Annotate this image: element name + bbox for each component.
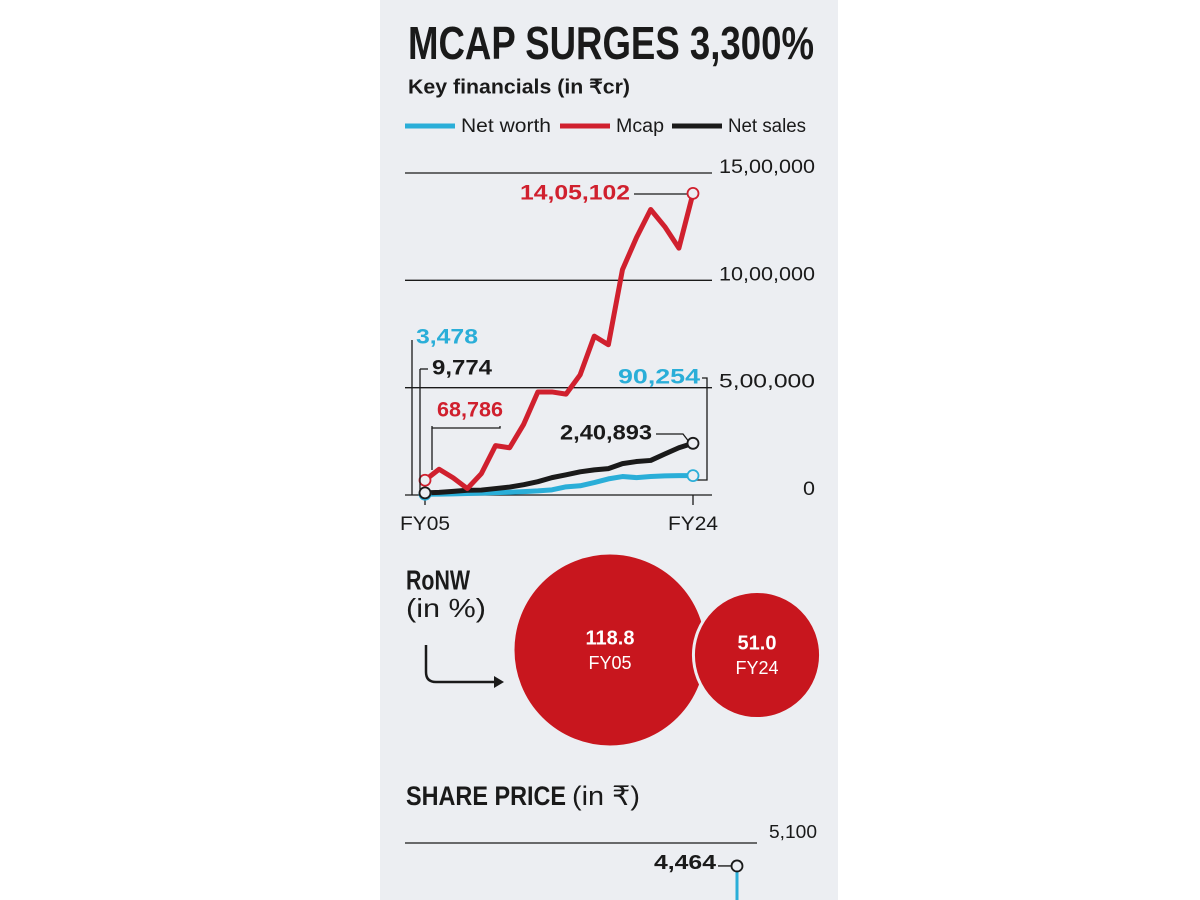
y-tick-label: 5,100 [769, 822, 817, 842]
legend-label: Net worth [461, 116, 551, 137]
chart-subtitle: Key financials (in ₹cr) [408, 76, 630, 98]
leader-line [693, 377, 708, 481]
legend-label: Net sales [728, 116, 806, 137]
bubble-title: RoNW [406, 564, 470, 595]
leader-line [431, 426, 501, 429]
arrow-head [494, 676, 504, 688]
y-tick-label: 10,00,000 [719, 264, 815, 285]
data-label: 4,464 [654, 852, 717, 874]
data-label: 14,05,102 [520, 182, 630, 205]
y-tick-label: 0 [803, 479, 815, 500]
series-line [424, 440, 694, 496]
bubble-category: FY05 [588, 653, 631, 673]
panel [380, 0, 838, 900]
bubble-value: 51.0 [738, 632, 777, 654]
data-label: 2,40,893 [560, 422, 652, 445]
arrow [424, 645, 498, 684]
bubble [691, 589, 823, 721]
end-marker [418, 486, 432, 500]
series-line [423, 192, 696, 492]
x-tick-label: FY24 [668, 514, 718, 535]
series-line [424, 473, 694, 497]
x-tick-label: FY05 [400, 514, 450, 535]
data-label: 9,774 [432, 357, 492, 380]
legend-label: Mcap [616, 116, 664, 137]
data-label: 68,786 [437, 399, 503, 422]
end-marker [730, 859, 744, 873]
chart-title: MCAP SURGES 3,300% [408, 17, 814, 69]
end-marker [686, 436, 700, 450]
end-marker [686, 469, 700, 483]
bubble [511, 551, 709, 749]
end-marker [686, 186, 700, 200]
data-label: 90,254 [618, 366, 700, 389]
y-tick-label: 15,00,000 [719, 157, 815, 178]
share-title: SHARE PRICE [406, 781, 566, 811]
end-marker [418, 473, 432, 487]
bubble-category: FY24 [735, 658, 778, 678]
bubble-value: 118.8 [586, 627, 635, 649]
bubble-subtitle: (in %) [406, 593, 486, 623]
data-label: 3,478 [416, 326, 478, 349]
y-tick-label: 5,00,000 [719, 372, 815, 393]
share-subtitle: (in ₹) [572, 781, 640, 811]
